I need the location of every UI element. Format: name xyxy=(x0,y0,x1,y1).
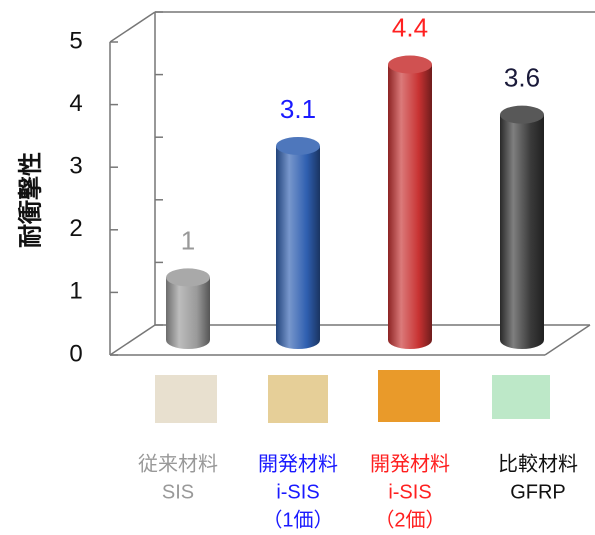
x-tick-label: i-SIS xyxy=(388,481,431,503)
value-label: 3.1 xyxy=(280,94,316,124)
sample-photos xyxy=(155,370,550,423)
x-tick-label: SIS xyxy=(162,481,194,503)
x-tick-label: i-SIS xyxy=(276,481,319,503)
x-tick-label: 比較材料 xyxy=(498,452,578,475)
bar xyxy=(388,64,432,349)
x-tick-label: （1価） xyxy=(262,508,333,531)
y-tick-label: 3 xyxy=(69,153,82,180)
y-tick-label: 5 xyxy=(69,27,82,54)
y-tick-label: 0 xyxy=(69,340,82,367)
value-label: 1 xyxy=(181,225,195,255)
value-label: 3.6 xyxy=(504,63,540,93)
bar xyxy=(500,114,544,349)
y-tick-label: 2 xyxy=(69,215,82,242)
x-tick-label: 開発材料 xyxy=(258,452,338,475)
x-tick-label: 開発材料 xyxy=(370,452,450,475)
bar-top xyxy=(388,55,432,74)
bar-top xyxy=(500,105,544,124)
y-tick-label: 4 xyxy=(69,90,82,117)
bar xyxy=(166,277,210,349)
y-axis-label: 耐衝撃性 xyxy=(16,152,44,248)
y-tick-label: 1 xyxy=(69,278,82,305)
bar-top xyxy=(276,136,320,155)
bar-top xyxy=(166,268,210,287)
x-tick-label: 従来材料 xyxy=(138,452,218,475)
x-tick-label: （2価） xyxy=(374,508,445,531)
x-tick-label: GFRP xyxy=(510,481,566,503)
value-label: 4.4 xyxy=(392,12,428,42)
bar xyxy=(276,145,320,349)
